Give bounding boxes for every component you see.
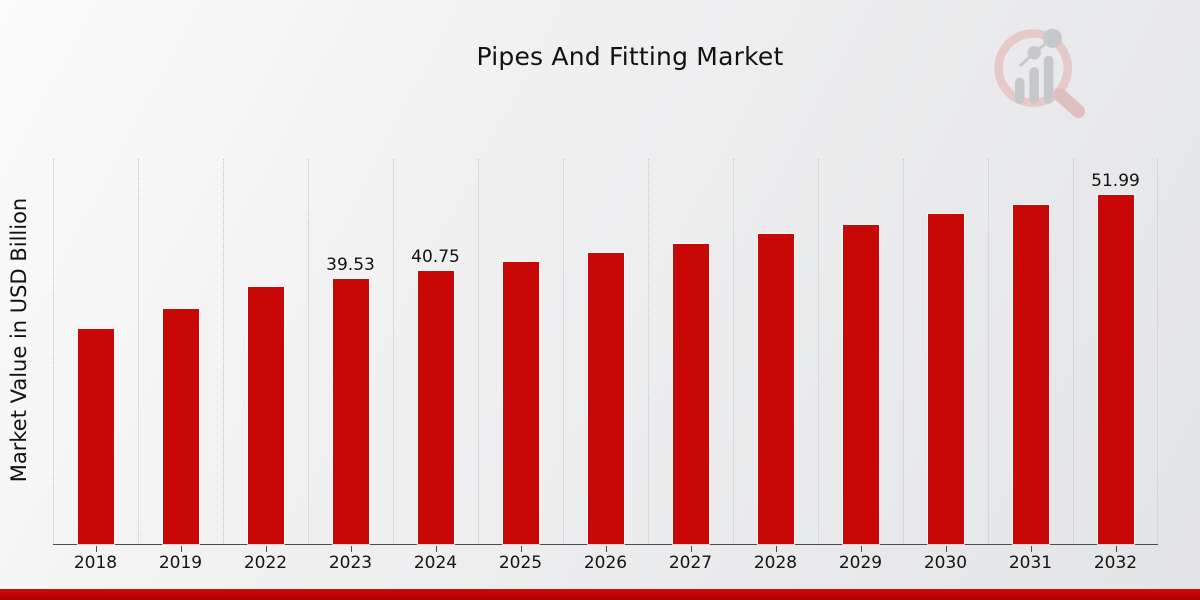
bar-slot	[988, 159, 1073, 552]
magnifier-bar-chart-logo-icon	[994, 28, 1086, 118]
x-axis-tick	[180, 546, 182, 552]
bar-slot	[53, 159, 138, 552]
bar-slot	[733, 159, 818, 552]
footer-accent-bar	[0, 589, 1200, 600]
plot-area: 39.53 40.75 51.99	[53, 159, 1158, 552]
x-axis-tick	[95, 546, 97, 552]
gridline	[988, 159, 989, 544]
x-tick-label: 2030	[923, 553, 968, 573]
x-axis-tick	[1115, 546, 1117, 552]
x-tick-label: 2018	[73, 553, 118, 573]
bar-slot	[818, 159, 903, 552]
bar-slot: 39.53	[308, 159, 393, 552]
x-tick-label: 2027	[668, 553, 713, 573]
x-tick-label: 2028	[753, 553, 798, 573]
bar	[671, 242, 710, 546]
bar	[1011, 203, 1050, 546]
x-tick-label: 2022	[243, 553, 288, 573]
bar-slot	[223, 159, 308, 552]
bar-slot	[563, 159, 648, 552]
bar-value-label: 40.75	[411, 246, 460, 267]
y-axis-label: Market Value in USD Billion	[7, 197, 31, 483]
bar	[246, 285, 285, 546]
bar-slot	[648, 159, 733, 552]
gridline	[478, 159, 479, 544]
gridline	[648, 159, 649, 544]
x-axis-tick	[350, 546, 352, 552]
gridline	[138, 159, 139, 544]
gridline	[53, 159, 54, 544]
gridline	[563, 159, 564, 544]
x-tick-label: 2019	[158, 553, 203, 573]
x-axis-tick	[520, 546, 522, 552]
x-tick-label: 2025	[498, 553, 543, 573]
chart-title: Pipes And Fitting Market	[476, 42, 784, 71]
gridline	[1157, 159, 1158, 544]
x-axis-labels: 2018 2019 2022 2023 2024 2025 2026 2027 2028 2029…	[53, 553, 1158, 579]
x-axis-tick	[605, 546, 607, 552]
bar	[416, 269, 455, 546]
gridline	[308, 159, 309, 544]
x-tick-label: 2023	[328, 553, 373, 573]
x-tick-label: 2031	[1008, 553, 1053, 573]
bar	[756, 232, 795, 546]
bar	[586, 251, 625, 546]
bar-slot: 51.99	[1073, 159, 1158, 552]
bar	[331, 277, 370, 546]
gridline	[223, 159, 224, 544]
bar-slot: 40.75	[393, 159, 478, 552]
x-tick-label: 2024	[413, 553, 458, 573]
x-axis-tick	[265, 546, 267, 552]
x-tick-label: 2026	[583, 553, 628, 573]
x-axis-tick	[1030, 546, 1032, 552]
bar	[76, 328, 115, 545]
gridline	[1073, 159, 1074, 544]
x-tick-label: 2029	[838, 553, 883, 573]
bar	[841, 223, 880, 546]
bar	[1096, 194, 1135, 545]
gridline	[903, 159, 904, 544]
gridline	[733, 159, 734, 544]
bar-value-label: 39.53	[326, 254, 375, 275]
bar-slot	[903, 159, 988, 552]
bar-slot	[478, 159, 563, 552]
x-axis-tick	[860, 546, 862, 552]
bar-value-label: 51.99	[1091, 171, 1140, 192]
gridline	[818, 159, 819, 544]
x-tick-label: 2032	[1093, 553, 1138, 573]
x-axis-tick	[435, 546, 437, 552]
bar-slot	[138, 159, 223, 552]
x-axis-tick	[775, 546, 777, 552]
gridline	[393, 159, 394, 544]
x-axis-tick	[945, 546, 947, 552]
x-axis-tick	[690, 546, 692, 552]
bar	[161, 307, 200, 546]
bar	[926, 213, 965, 545]
bar	[501, 260, 540, 546]
